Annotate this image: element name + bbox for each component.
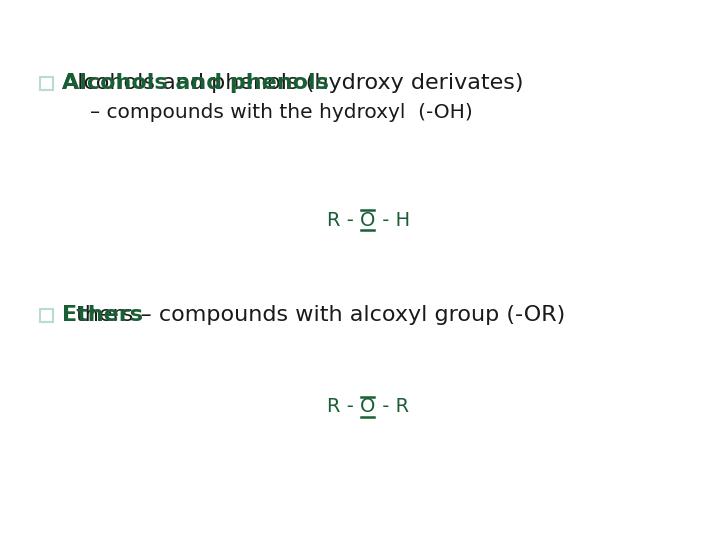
Text: Alcohols and phenols: Alcohols and phenols [62,73,329,93]
Text: O: O [360,211,375,229]
Text: Alcohols and phenols (hydroxy derivates): Alcohols and phenols (hydroxy derivates) [62,73,523,93]
Text: – compounds with the hydroxyl  (-OH): – compounds with the hydroxyl (-OH) [90,104,473,123]
Text: O: O [360,397,375,416]
Text: Ethers – compounds with alcoxyl group (-OR): Ethers – compounds with alcoxyl group (-… [62,305,565,325]
Text: - R: - R [376,397,409,416]
Text: - H: - H [376,211,410,229]
Text: R -: R - [327,397,360,416]
Text: Ethers: Ethers [62,305,143,325]
Text: R -: R - [327,211,360,229]
